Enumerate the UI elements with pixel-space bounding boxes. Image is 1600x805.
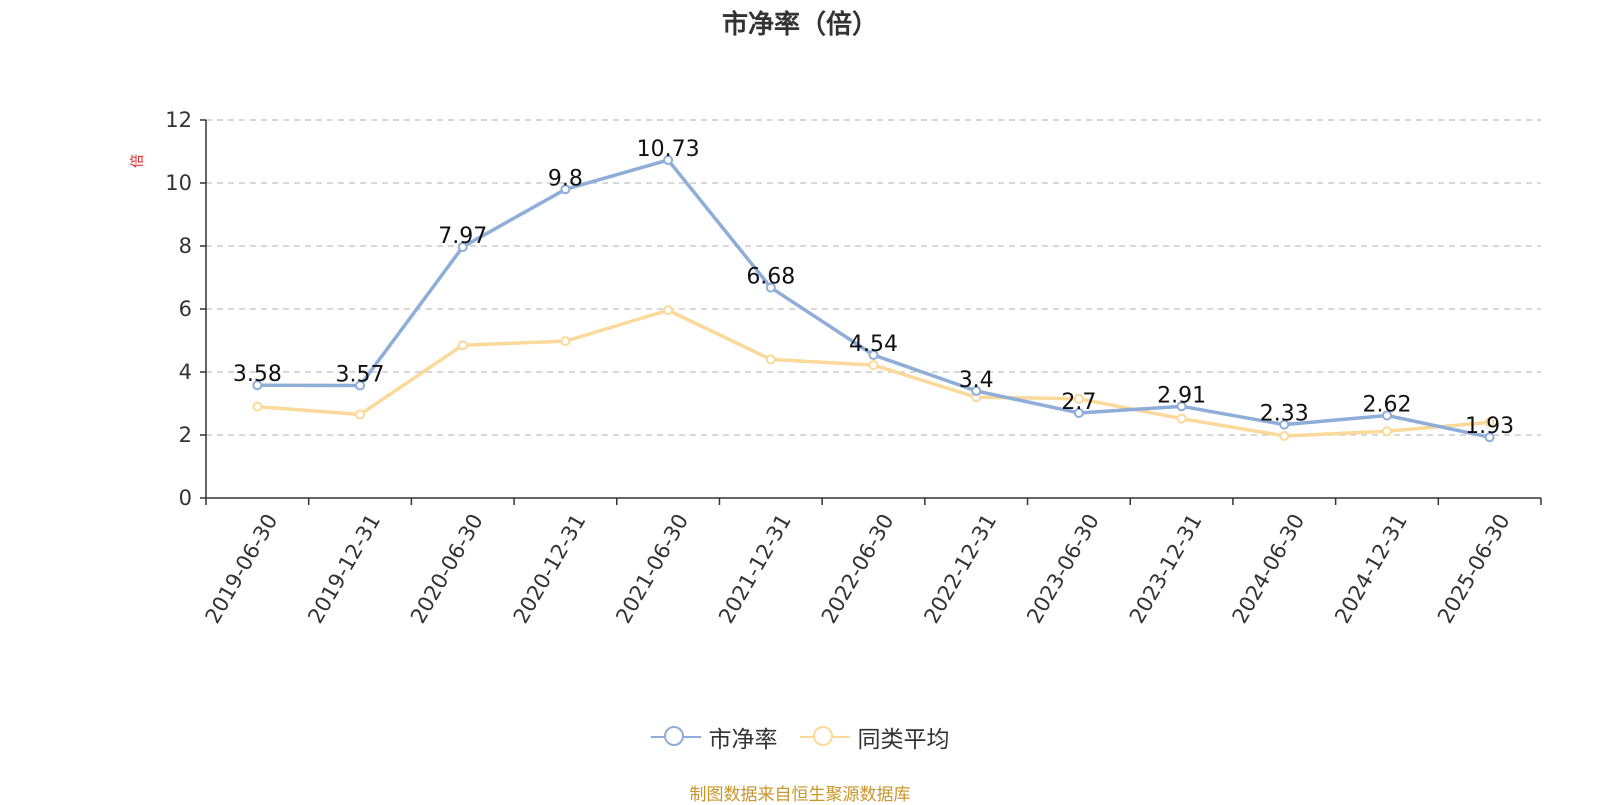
- x-tick-label: 2022-06-30: [817, 510, 899, 628]
- data-point: [252, 401, 263, 412]
- x-tick-label: 2023-12-31: [1125, 510, 1207, 628]
- data-point: [1484, 432, 1495, 443]
- data-label: 2.62: [1362, 392, 1411, 417]
- data-point: [1381, 426, 1392, 437]
- data-point: [663, 155, 674, 166]
- x-tick-label: 2024-12-31: [1330, 510, 1412, 628]
- series-lines: [252, 155, 1495, 443]
- data-label: 6.68: [746, 265, 795, 290]
- data-point: [1073, 407, 1084, 418]
- data-point: [1484, 417, 1495, 428]
- legend-line-circle-icon: [799, 725, 850, 749]
- data-point: [971, 385, 982, 396]
- x-tick-label: 2023-06-30: [1022, 510, 1104, 628]
- y-tick-label: 4: [179, 360, 192, 384]
- y-tick-label: 0: [179, 486, 192, 510]
- data-point: [560, 336, 571, 347]
- x-tick-label: 2024-06-30: [1228, 510, 1310, 628]
- data-label: 9.8: [548, 166, 583, 191]
- data-label: 2.91: [1157, 383, 1206, 408]
- y-tick-label: 2: [179, 423, 192, 447]
- legend-label: 市净率: [708, 727, 778, 753]
- x-tick-label: 2022-12-31: [919, 510, 1001, 628]
- series-line: [257, 158, 1491, 439]
- legend-item[interactable]: 市净率: [650, 720, 778, 754]
- x-tick-label: 2025-06-30: [1433, 510, 1515, 628]
- chart-title: 市净率（倍）: [721, 10, 878, 40]
- legend: 市净率 同类平均: [0, 720, 1600, 754]
- data-point: [1381, 410, 1392, 421]
- data-point: [868, 349, 879, 360]
- data-point: [1073, 393, 1084, 404]
- data-label: 10.73: [637, 137, 700, 162]
- x-tick-label: 2019-12-31: [303, 510, 385, 628]
- data-label: 7.97: [438, 224, 487, 249]
- x-tick-label: 2021-06-30: [611, 510, 693, 628]
- data-label: 2.7: [1061, 390, 1096, 415]
- y-tick-label: 8: [179, 234, 192, 258]
- data-point: [1279, 419, 1290, 430]
- y-tick-label: 12: [165, 108, 192, 132]
- legend-item[interactable]: 同类平均: [799, 720, 950, 754]
- data-label: 2.33: [1260, 402, 1309, 427]
- data-label: 3.58: [233, 362, 282, 387]
- x-tick-label: 2020-12-31: [509, 510, 591, 628]
- data-point: [355, 409, 366, 420]
- data-point: [663, 305, 674, 316]
- legend-line-circle-icon: [650, 725, 701, 749]
- data-point: [765, 282, 776, 293]
- source-note: 制图数据来自恒生聚源数据库: [689, 785, 911, 805]
- data-point: [765, 354, 776, 365]
- data-point: [457, 241, 468, 252]
- data-point: [252, 380, 263, 391]
- data-labels: 3.58 3.57 7.97 9.8 10.73 6.68 4.54 3.4 2.7 2.91 2.…: [233, 137, 1514, 439]
- data-point: [457, 340, 468, 351]
- data-label: 1.93: [1465, 414, 1514, 439]
- x-tick-label: 2021-12-31: [714, 510, 796, 628]
- x-tick-label: 2019-06-30: [201, 510, 283, 628]
- data-label: 3.4: [959, 368, 994, 393]
- y-axis-unit-label: 倍: [130, 154, 146, 168]
- data-point: [1279, 430, 1290, 441]
- y-tick-label: 6: [179, 297, 192, 321]
- data-point: [560, 184, 571, 195]
- y-tick-label: 10: [165, 171, 192, 195]
- x-tick-label: 2020-06-30: [406, 510, 488, 628]
- legend-label: 同类平均: [857, 727, 950, 753]
- data-point: [1176, 401, 1187, 412]
- data-point: [355, 380, 366, 391]
- grid-lines: [206, 119, 1541, 436]
- data-label: 3.57: [336, 363, 385, 388]
- data-point: [1176, 413, 1187, 424]
- data-label: 4.54: [849, 332, 898, 357]
- data-point: [868, 360, 879, 371]
